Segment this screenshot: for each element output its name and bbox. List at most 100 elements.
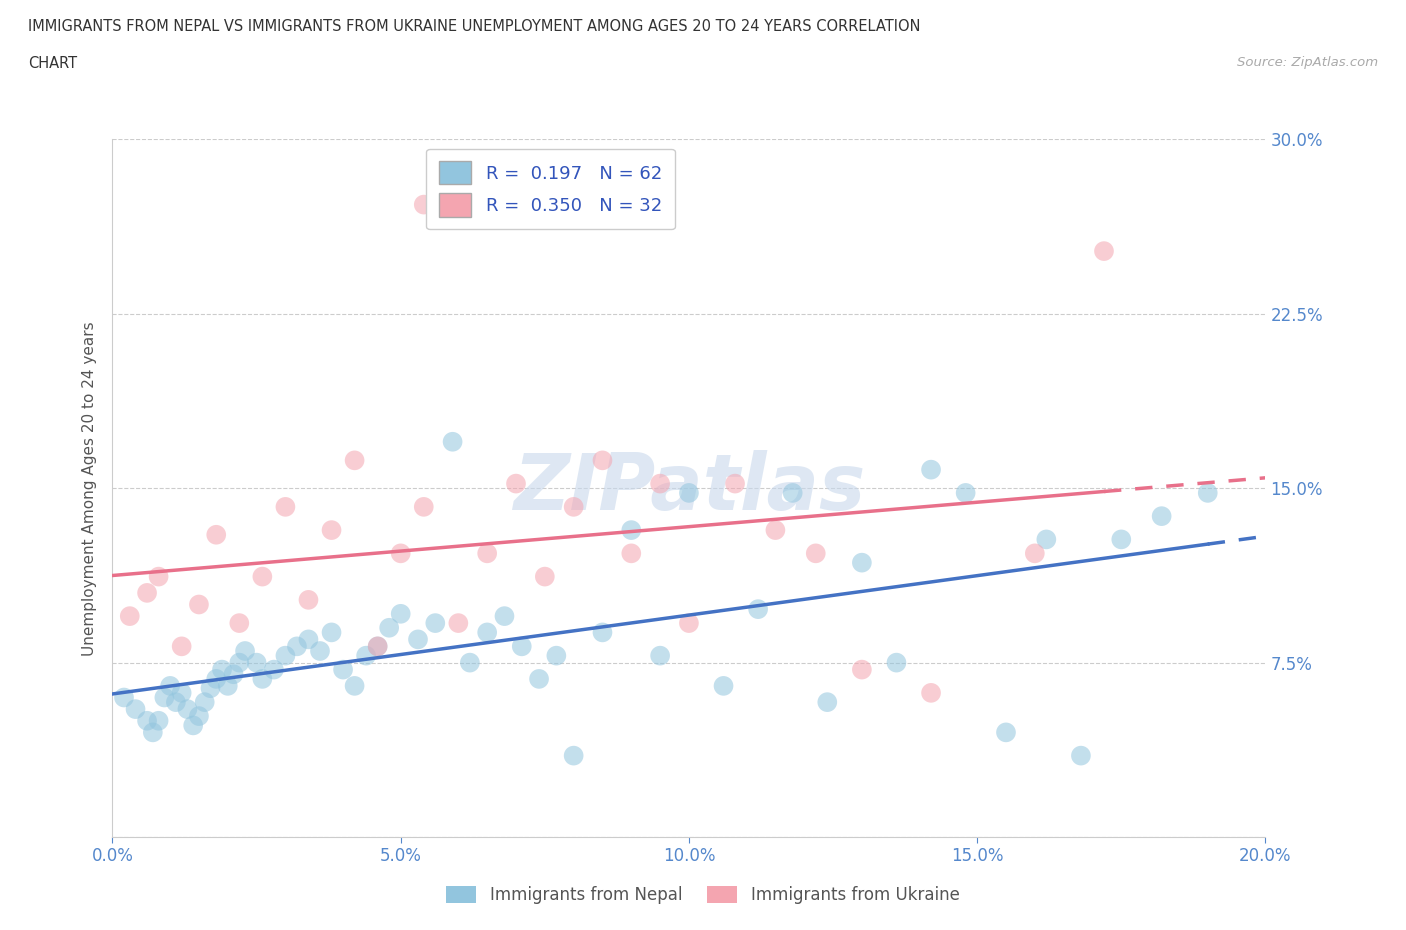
Point bbox=[309, 644, 332, 658]
Point bbox=[1092, 244, 1115, 259]
Point bbox=[332, 662, 354, 677]
Point bbox=[713, 679, 735, 694]
Point bbox=[274, 499, 297, 514]
Point bbox=[285, 639, 308, 654]
Point bbox=[620, 546, 643, 561]
Point bbox=[851, 555, 873, 570]
Point bbox=[782, 485, 804, 500]
Point bbox=[851, 662, 873, 677]
Point bbox=[148, 569, 170, 584]
Point bbox=[228, 656, 250, 671]
Text: CHART: CHART bbox=[28, 56, 77, 71]
Point bbox=[112, 690, 135, 705]
Point bbox=[412, 197, 434, 212]
Point bbox=[648, 648, 672, 663]
Point bbox=[228, 616, 250, 631]
Point bbox=[1150, 509, 1173, 524]
Point bbox=[920, 462, 942, 477]
Point bbox=[1111, 532, 1133, 547]
Point bbox=[724, 476, 747, 491]
Point bbox=[297, 632, 319, 647]
Point bbox=[920, 685, 942, 700]
Point bbox=[176, 701, 198, 716]
Point bbox=[458, 656, 481, 671]
Point bbox=[475, 625, 498, 640]
Point bbox=[592, 625, 614, 640]
Point bbox=[124, 701, 146, 716]
Point bbox=[562, 499, 585, 514]
Point bbox=[648, 476, 672, 491]
Text: IMMIGRANTS FROM NEPAL VS IMMIGRANTS FROM UKRAINE UNEMPLOYMENT AMONG AGES 20 TO 2: IMMIGRANTS FROM NEPAL VS IMMIGRANTS FROM… bbox=[28, 19, 921, 33]
Point bbox=[620, 523, 643, 538]
Point bbox=[367, 639, 389, 654]
Text: ZIPatlas: ZIPatlas bbox=[513, 450, 865, 526]
Point bbox=[546, 648, 568, 663]
Point bbox=[165, 695, 187, 710]
Legend: R =  0.197   N = 62, R =  0.350   N = 32: R = 0.197 N = 62, R = 0.350 N = 32 bbox=[426, 149, 675, 229]
Point bbox=[343, 453, 366, 468]
Legend: Immigrants from Nepal, Immigrants from Ukraine: Immigrants from Nepal, Immigrants from U… bbox=[439, 878, 967, 912]
Point bbox=[153, 690, 176, 705]
Point bbox=[765, 523, 787, 538]
Point bbox=[510, 639, 533, 654]
Point bbox=[1197, 485, 1219, 500]
Point bbox=[170, 639, 193, 654]
Point bbox=[678, 485, 700, 500]
Point bbox=[136, 713, 159, 728]
Point bbox=[205, 671, 228, 686]
Point bbox=[297, 592, 319, 607]
Point bbox=[181, 718, 204, 733]
Point bbox=[367, 639, 389, 654]
Point bbox=[274, 648, 297, 663]
Point bbox=[378, 620, 401, 635]
Point bbox=[159, 679, 181, 694]
Point bbox=[142, 725, 165, 740]
Point bbox=[505, 476, 527, 491]
Point bbox=[321, 625, 343, 640]
Point bbox=[188, 597, 211, 612]
Point bbox=[252, 569, 274, 584]
Point bbox=[678, 616, 700, 631]
Point bbox=[425, 616, 447, 631]
Point bbox=[441, 434, 464, 449]
Point bbox=[475, 546, 498, 561]
Point bbox=[1035, 532, 1057, 547]
Point bbox=[118, 609, 141, 624]
Point bbox=[389, 546, 412, 561]
Point bbox=[955, 485, 977, 500]
Point bbox=[354, 648, 377, 663]
Point bbox=[412, 499, 434, 514]
Point bbox=[995, 725, 1018, 740]
Point bbox=[1024, 546, 1046, 561]
Point bbox=[592, 453, 614, 468]
Point bbox=[1070, 748, 1092, 763]
Y-axis label: Unemployment Among Ages 20 to 24 years: Unemployment Among Ages 20 to 24 years bbox=[82, 321, 97, 656]
Point bbox=[217, 679, 239, 694]
Point bbox=[886, 656, 908, 671]
Point bbox=[447, 616, 470, 631]
Point bbox=[527, 671, 550, 686]
Point bbox=[245, 656, 267, 671]
Point bbox=[321, 523, 343, 538]
Point bbox=[200, 681, 222, 696]
Point bbox=[222, 667, 245, 682]
Point bbox=[148, 713, 170, 728]
Point bbox=[389, 606, 412, 621]
Point bbox=[263, 662, 285, 677]
Point bbox=[494, 609, 516, 624]
Point bbox=[136, 586, 159, 601]
Point bbox=[747, 602, 769, 617]
Point bbox=[205, 527, 228, 542]
Point bbox=[815, 695, 838, 710]
Point bbox=[343, 679, 366, 694]
Point bbox=[233, 644, 256, 658]
Point bbox=[188, 709, 211, 724]
Point bbox=[252, 671, 274, 686]
Text: Source: ZipAtlas.com: Source: ZipAtlas.com bbox=[1237, 56, 1378, 69]
Point bbox=[194, 695, 217, 710]
Point bbox=[170, 685, 193, 700]
Point bbox=[211, 662, 233, 677]
Point bbox=[562, 748, 585, 763]
Point bbox=[804, 546, 827, 561]
Point bbox=[533, 569, 555, 584]
